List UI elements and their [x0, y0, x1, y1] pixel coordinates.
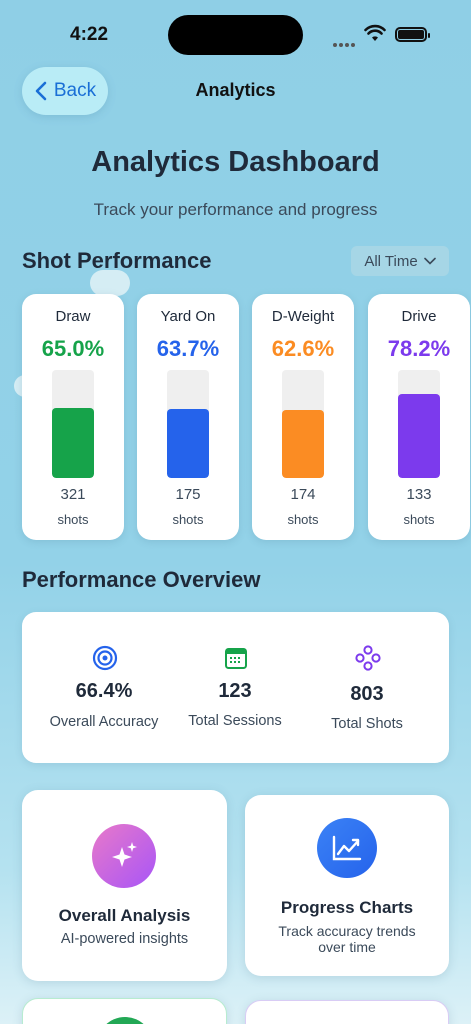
overall-analysis-card[interactable]: Overall Analysis AI-powered insights	[22, 790, 227, 981]
shot-card-unit: shots	[368, 512, 470, 527]
shot-bar-fill	[398, 394, 440, 478]
feature-card-partial[interactable]	[22, 998, 227, 1024]
dynamic-island	[168, 15, 303, 55]
feature-title: Progress Charts	[245, 898, 449, 918]
overview-accuracy: 66.4% Overall Accuracy	[34, 612, 174, 763]
shot-bar-track	[167, 370, 209, 478]
shot-card-percent: 62.6%	[252, 336, 354, 362]
shots-icon	[355, 645, 381, 671]
status-bar: 4:22	[0, 0, 471, 60]
feature-icon	[97, 1017, 153, 1024]
wifi-icon	[364, 24, 386, 42]
shot-bar-fill	[167, 409, 209, 478]
shot-card-unit: shots	[22, 512, 124, 527]
shot-bar-fill	[52, 408, 94, 478]
signal-icon	[333, 34, 357, 52]
feature-subtitle: AI-powered insights	[22, 931, 227, 947]
overview-label: Total Shots	[297, 716, 437, 732]
shot-card-label: Draw	[22, 308, 124, 325]
overview-card: 66.4% Overall Accuracy 123 Total Session…	[22, 612, 449, 763]
shot-performance-title: Shot Performance	[22, 248, 212, 274]
sparkles-icon	[92, 824, 156, 888]
shot-card-yard-on[interactable]: Yard On 63.7% 175 shots	[137, 294, 239, 540]
shot-card-unit: shots	[137, 512, 239, 527]
shot-card-count: 321	[22, 486, 124, 503]
target-icon	[92, 645, 118, 671]
shot-card-label: Drive	[368, 308, 470, 325]
shot-card-label: Yard On	[137, 308, 239, 325]
overview-value: 66.4%	[34, 680, 174, 703]
battery-icon	[395, 27, 427, 42]
shot-card-d-weight[interactable]: D-Weight 62.6% 174 shots	[252, 294, 354, 540]
shot-bar-track	[52, 370, 94, 478]
nav-title: Analytics	[0, 80, 471, 101]
shot-card-percent: 65.0%	[22, 336, 124, 362]
shot-card-drive[interactable]: Drive 78.2% 133 shots	[368, 294, 470, 540]
chevron-down-icon	[424, 257, 436, 265]
feature-subtitle: Track accuracy trends over time	[245, 923, 449, 955]
shot-card-draw[interactable]: Draw 65.0% 321 shots	[22, 294, 124, 540]
feature-title: Overall Analysis	[22, 906, 227, 926]
overview-shots: 803 Total Shots	[297, 612, 437, 763]
overview-label: Total Sessions	[165, 713, 305, 729]
status-time: 4:22	[70, 24, 108, 46]
shot-bar-track	[398, 370, 440, 478]
time-filter-label: All Time	[364, 253, 417, 270]
chart-line-icon	[317, 818, 377, 878]
shot-card-percent: 78.2%	[368, 336, 470, 362]
page-title: Analytics Dashboard	[0, 146, 471, 179]
overview-value: 123	[165, 680, 305, 703]
overview-sessions: 123 Total Sessions	[165, 612, 305, 763]
shot-card-count: 174	[252, 486, 354, 503]
feature-card-partial[interactable]	[245, 1000, 449, 1024]
shot-card-count: 133	[368, 486, 470, 503]
shot-card-label: D-Weight	[252, 308, 354, 325]
calendar-icon	[223, 645, 249, 671]
overview-value: 803	[297, 683, 437, 706]
shot-card-count: 175	[137, 486, 239, 503]
performance-overview-title: Performance Overview	[22, 567, 260, 593]
time-filter-dropdown[interactable]: All Time	[351, 246, 449, 276]
page-subtitle: Track your performance and progress	[0, 200, 471, 220]
shot-card-unit: shots	[252, 512, 354, 527]
overview-label: Overall Accuracy	[34, 714, 174, 730]
shot-card-percent: 63.7%	[137, 336, 239, 362]
shot-bar-track	[282, 370, 324, 478]
shot-bar-fill	[282, 410, 324, 478]
progress-charts-card[interactable]: Progress Charts Track accuracy trends ov…	[245, 795, 449, 976]
